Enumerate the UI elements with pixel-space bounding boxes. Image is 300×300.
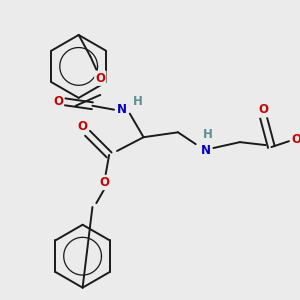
Text: O: O: [259, 103, 269, 116]
Text: O: O: [291, 133, 300, 146]
Text: H: H: [202, 128, 212, 141]
Text: H: H: [133, 95, 142, 108]
Text: O: O: [99, 176, 109, 189]
Text: O: O: [95, 72, 105, 85]
Text: O: O: [78, 120, 88, 133]
Text: N: N: [117, 103, 127, 116]
Text: O: O: [53, 95, 63, 108]
Text: N: N: [200, 143, 211, 157]
